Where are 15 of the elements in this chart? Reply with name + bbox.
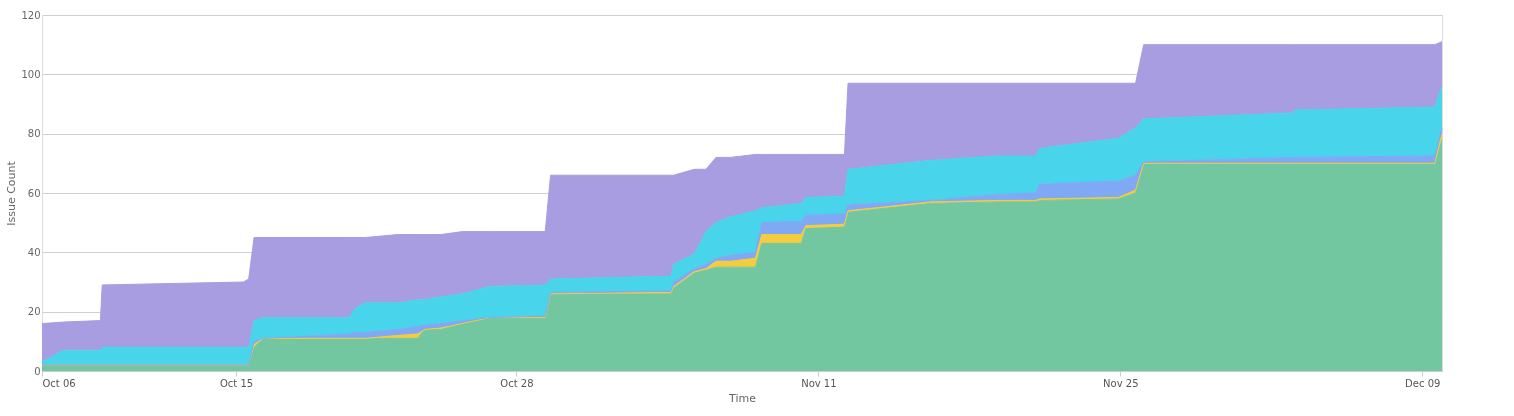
y-tick-label: 40 — [27, 246, 41, 258]
x-tick-label: Oct 06 — [42, 377, 76, 389]
y-tick-label: 120 — [21, 9, 41, 21]
x-tick-label: Oct 15 — [219, 377, 254, 389]
x-axis-title: Time — [728, 391, 757, 405]
x-tick-label: Oct 28 — [500, 377, 534, 389]
y-tick-label: 60 — [27, 187, 41, 199]
y-tick-label: 20 — [27, 306, 41, 318]
x-tick-label: Nov 11 — [801, 377, 837, 389]
y-tick-label: 0 — [34, 365, 41, 377]
y-tick-label: 80 — [27, 128, 41, 140]
y-axis-title: Issue Count — [5, 160, 19, 226]
x-tick-label: Nov 25 — [1103, 377, 1139, 389]
x-tick-label: Dec 09 — [1405, 377, 1441, 389]
y-tick-label: 100 — [21, 68, 41, 80]
